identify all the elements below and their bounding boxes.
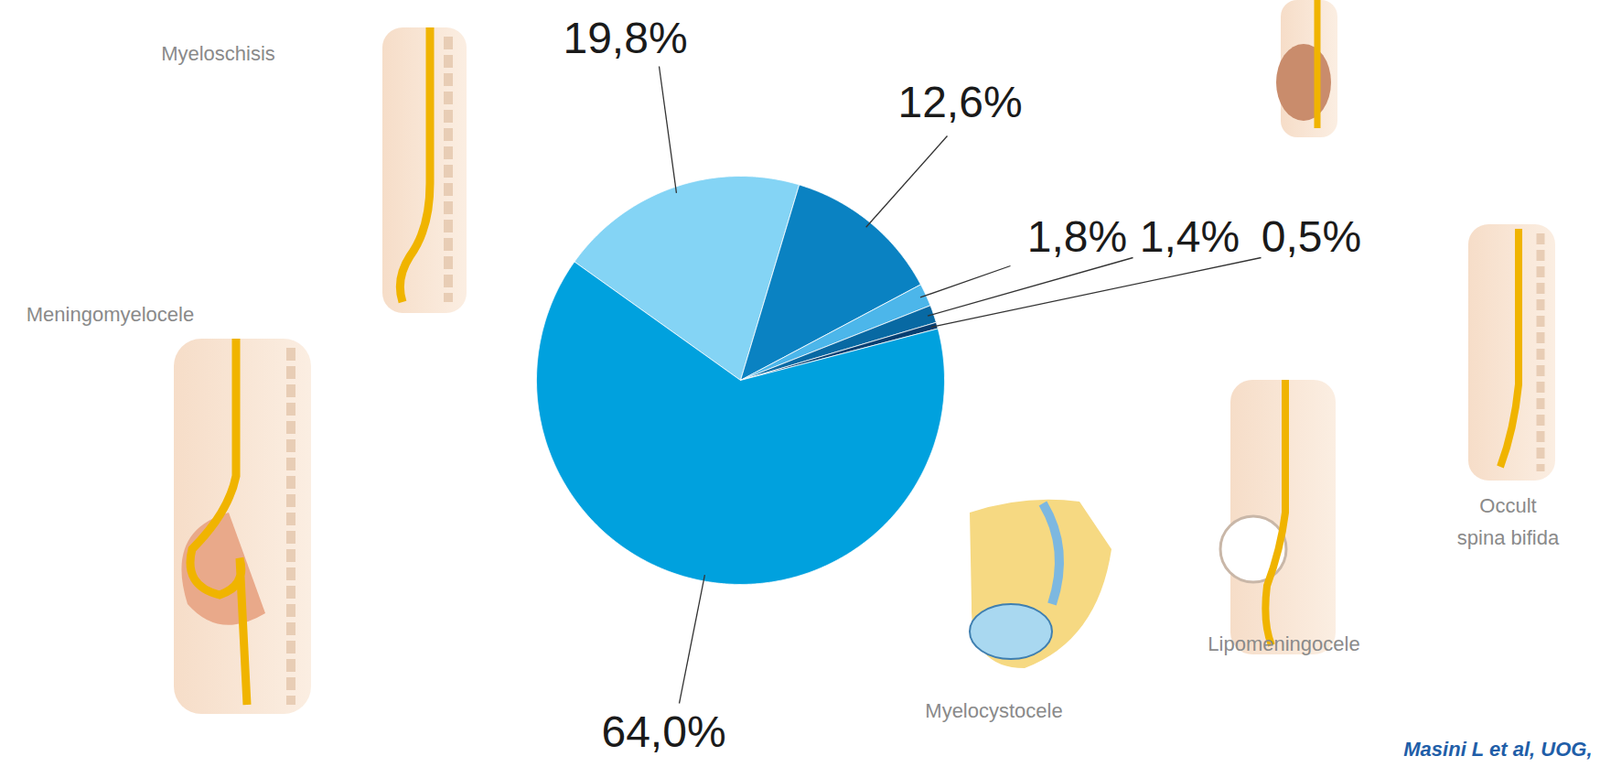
svg-text:0,5%: 0,5%	[1261, 212, 1362, 261]
svg-text:Occultspina bifida: Occultspina bifida	[1457, 493, 1560, 549]
svg-text:Myeloschisis: Myeloschisis	[161, 42, 276, 65]
svg-text:1,4%: 1,4%	[1139, 212, 1240, 261]
svg-text:19,8%: 19,8%	[562, 13, 688, 63]
svg-text:Lipomeningocele: Lipomeningocele	[1207, 632, 1360, 656]
svg-text:12,6%: 12,6%	[897, 77, 1022, 127]
svg-text:Meningomyelocele: Meningomyelocele	[26, 302, 194, 326]
svg-text:Myelocystocele: Myelocystocele	[924, 698, 1063, 722]
svg-text:Masini L et al, UOG,: Masini L et al, UOG,	[1403, 737, 1592, 761]
svg-text:1,8%: 1,8%	[1027, 212, 1128, 261]
svg-text:64,0%: 64,0%	[601, 707, 726, 756]
